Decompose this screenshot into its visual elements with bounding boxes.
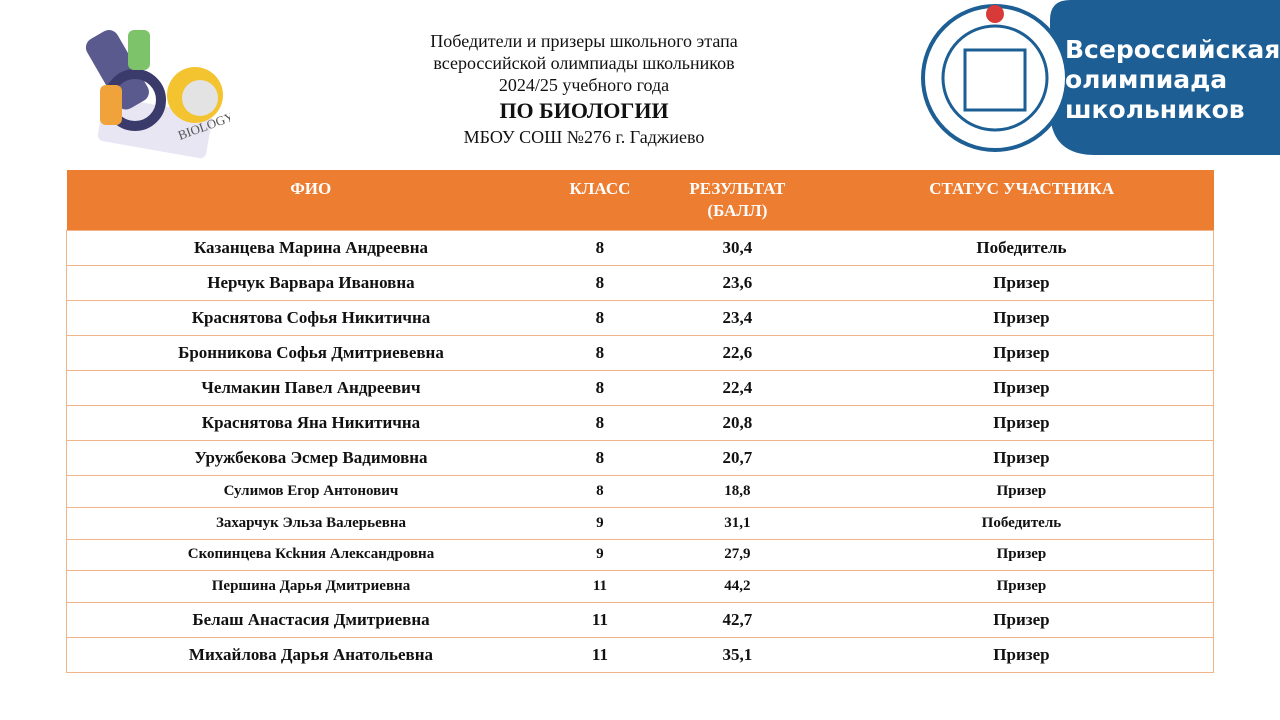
grade-cell: 8 (554, 369, 645, 406)
status-cell: Призер (829, 334, 1214, 371)
logo-text: олимпиада (1065, 65, 1227, 94)
status-cell: Призер (829, 569, 1214, 603)
grade-cell: 9 (554, 538, 645, 571)
name-cell: Нерчук Варвара Ивановна (65, 264, 555, 301)
score-cell: 35,1 (644, 636, 830, 673)
grade-cell: 9 (554, 506, 645, 540)
status-cell: Призер (829, 404, 1214, 441)
table-row: Уружбекова Эсмер Вадимовна 8 20,7 Призер (65, 439, 1214, 476)
name-cell: Бронникова Софья Дмитриевевна (65, 334, 555, 371)
table-row: Першина Дарья Дмитриевна 11 44,2 Призер (65, 569, 1214, 603)
grade-cell: 11 (554, 569, 645, 603)
status-cell: Призер (829, 439, 1214, 476)
table-row: Скопинцева Ксkния Александровна 9 27,9 Приз… (65, 538, 1214, 571)
score-cell: 27,9 (644, 538, 830, 571)
grade-cell: 8 (554, 474, 645, 508)
score-cell: 20,7 (644, 439, 830, 476)
table-row: Белаш Анастасия Дмитриевна 11 42,7 Призер (65, 601, 1214, 638)
header-row: ФИО КЛАСС РЕЗУЛЬТАТ (БАЛЛ) СТАТУС УЧАСТНИКА (66, 170, 1214, 230)
column-header: ФИО (66, 170, 555, 230)
grade-cell: 8 (554, 404, 645, 441)
table-row: Краснятова Яна Никитична 8 20,8 Призер (65, 404, 1214, 441)
table-row: Захарчук Эльза Валерьевна 9 31,1 Победитель (65, 506, 1214, 540)
table-row: Краснятова Софья Никитична 8 23,4 Призер (65, 299, 1214, 336)
grade-cell: 8 (554, 299, 645, 336)
score-cell: 18,8 (644, 474, 830, 508)
column-header: КЛАСС (554, 170, 645, 230)
status-cell: Призер (829, 636, 1214, 673)
status-cell: Призер (829, 369, 1214, 406)
header-line: Победители и призеры школьного этапа (430, 31, 738, 51)
score-cell: 23,6 (644, 264, 830, 301)
header-line: 2024/25 учебного года (498, 75, 670, 95)
column-header: РЕЗУЛЬТАТ (БАЛЛ) (644, 170, 830, 230)
score-cell: 44,2 (644, 569, 830, 603)
table-row: Нерчук Варвара Ивановна 8 23,6 Призер (65, 264, 1214, 301)
status-cell: Победитель (829, 506, 1214, 540)
table-row: Казанцева Марина Андреевна 8 30,4 Победител… (65, 229, 1214, 266)
score-cell: 20,8 (644, 404, 830, 441)
logo: Всероссийская олимпиада школьников (921, 0, 1280, 155)
status-cell: Призер (829, 601, 1214, 638)
grade-cell: 11 (554, 601, 645, 638)
name-cell: Скопинцева Ксkния Александровна (65, 538, 555, 571)
score-cell: 42,7 (644, 601, 830, 638)
subject: ПО БИОЛОГИИ (499, 98, 669, 123)
name-cell: Краснятова Яна Никитична (65, 404, 555, 441)
status-cell: Призер (829, 474, 1214, 508)
score-cell: 22,6 (644, 334, 830, 371)
logo-text: школьников (1065, 95, 1245, 124)
name-cell: Челмакин Павел Андреевич (65, 369, 555, 406)
table-row: Сулимов Егор Антонович 8 18,8 Призер (65, 474, 1214, 508)
name-cell: Уружбекова Эсмер Вадимовна (65, 439, 555, 476)
header: Победители и призеры школьного этапа все… (334, 30, 834, 148)
status-cell: Призер (829, 264, 1214, 301)
grade-cell: 8 (554, 264, 645, 301)
illustration: BIOLOGY (85, 30, 230, 159)
name-cell: Казанцева Марина Андреевна (65, 229, 555, 266)
name-cell: Сулимов Егор Антонович (65, 474, 555, 508)
header-line: всероссийской олимпиады школьников (433, 53, 735, 73)
name-cell: Михайлова Дарья Анатольевна (65, 636, 555, 673)
school: МБОУ СОШ №276 г. Гаджиево (463, 127, 705, 147)
score-cell: 31,1 (644, 506, 830, 540)
table-row: Михайлова Дарья Анатольевна 11 35,1 Призер (65, 636, 1214, 673)
grade-cell: 8 (554, 229, 645, 266)
name-cell: Першина Дарья Дмитриевна (65, 569, 555, 603)
name-cell: Захарчук Эльза Валерьевна (65, 506, 555, 540)
grade-cell: 8 (554, 439, 645, 476)
table-row: Челмакин Павел Андреевич 8 22,4 Призер (65, 369, 1214, 406)
status-cell: Призер (829, 299, 1214, 336)
score-cell: 22,4 (644, 369, 830, 406)
results-table: ФИО КЛАСС РЕЗУЛЬТАТ (БАЛЛ) СТАТУС УЧАСТНИКА… (65, 170, 1214, 673)
table-row: Бронникова Софья Дмитриевевна 8 22,6 Призер (65, 334, 1214, 371)
name-cell: Краснятова Софья Никитична (65, 299, 555, 336)
score-cell: 23,4 (644, 299, 830, 336)
logo-text: Всероссийская (1065, 35, 1280, 64)
grade-cell: 8 (554, 334, 645, 371)
column-header: СТАТУС УЧАСТНИКА (829, 170, 1214, 230)
name-cell: Белаш Анастасия Дмитриевна (65, 601, 555, 638)
status-cell: Призер (829, 538, 1214, 571)
score-cell: 30,4 (644, 229, 830, 266)
status-cell: Победитель (829, 229, 1214, 266)
grade-cell: 11 (554, 636, 645, 673)
